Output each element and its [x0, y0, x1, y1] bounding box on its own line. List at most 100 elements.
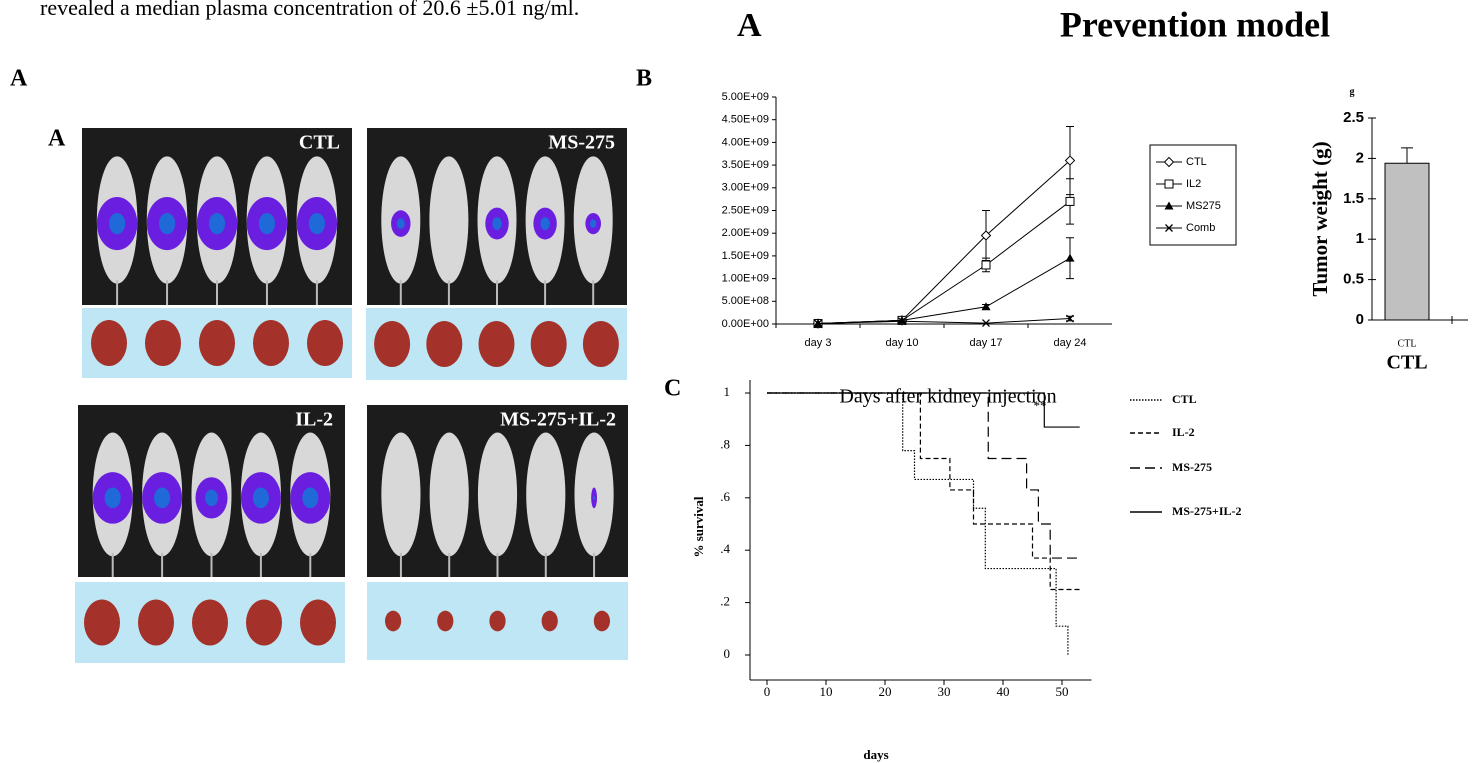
x-tick-label: day 10 — [885, 337, 918, 349]
legend-label: IL-2 — [1172, 425, 1195, 439]
y-tick-label: 4.00E+09 — [722, 136, 769, 148]
y-tick-label: .6 — [720, 489, 730, 504]
tumor — [246, 599, 282, 646]
signal-core — [396, 218, 405, 229]
series-line — [817, 257, 1071, 325]
x-tick-label: 40 — [997, 684, 1010, 699]
y-tick-label: .4 — [720, 541, 730, 556]
y-tick-label: 2.50E+09 — [722, 204, 769, 216]
y-tick-label: 2.00E+09 — [722, 227, 769, 239]
y-tick-label: 1 — [1356, 230, 1364, 247]
x-axis-label: CTL — [1386, 352, 1427, 374]
signal-core — [592, 496, 596, 500]
y-tick-label: 2 — [1356, 149, 1364, 166]
panel-letter: A — [48, 126, 66, 152]
marker — [1065, 196, 1075, 206]
tumor — [426, 321, 463, 367]
tumor — [145, 320, 181, 366]
x-axis-label: days — [863, 747, 888, 762]
survival-curve — [767, 392, 1080, 559]
series-line — [817, 201, 1071, 325]
tumor — [593, 610, 611, 632]
signal-core — [540, 217, 550, 230]
signal-core — [158, 212, 176, 235]
y-tick-label: 0 — [724, 646, 731, 661]
tumor — [478, 321, 515, 367]
legend-label: MS275 — [1186, 200, 1221, 212]
photo-label: CTL — [299, 132, 340, 154]
y-tick-label: 5.00E+08 — [722, 295, 769, 307]
marker — [981, 302, 991, 311]
x-tick-label: 20 — [879, 684, 892, 699]
x-tick-label: day 24 — [1053, 337, 1086, 349]
charts: 0.00E+00 5.00E+08 1.00E+09 1.50E+09 2.00E+09… — [691, 86, 1468, 762]
tumor — [192, 599, 228, 646]
body-text: revealed a median plasma concentration o… — [40, 0, 579, 20]
mouse — [429, 432, 469, 557]
survival-curve — [767, 392, 1080, 428]
series-line — [817, 318, 1071, 325]
y-tick-label: 1.50E+09 — [722, 250, 769, 262]
tumor — [541, 610, 558, 632]
y-axis-label: % survival — [691, 496, 706, 557]
signal-core — [252, 487, 269, 509]
signal-core — [590, 219, 597, 228]
y-tick-label: 3.00E+09 — [722, 182, 769, 194]
y-tick-label: 0.5 — [1343, 271, 1364, 288]
signal-core — [302, 487, 319, 509]
tumor — [91, 320, 127, 366]
signal-core — [258, 212, 276, 235]
bar — [1384, 162, 1430, 321]
photo-label: MS-275 — [548, 132, 615, 154]
marker — [981, 260, 991, 270]
tumor — [385, 610, 402, 632]
tumor — [374, 321, 411, 367]
tumor — [138, 599, 174, 646]
tumor — [199, 320, 235, 366]
signal-core — [208, 212, 226, 235]
y-tick-label: .8 — [720, 436, 730, 451]
survival-curve — [767, 392, 1080, 591]
tumor — [437, 610, 454, 632]
legend-label: CTL — [1186, 156, 1207, 168]
signal-core — [104, 487, 121, 509]
tumor — [307, 320, 343, 366]
x-tick-label: 50 — [1056, 684, 1069, 699]
y-axis-label: Tumor weight (g) — [1308, 141, 1332, 296]
y-tick-label: 3.50E+09 — [722, 159, 769, 171]
y-tick-label: 5.00E+09 — [722, 91, 769, 103]
panel-letter: A — [737, 7, 762, 44]
legend-marker — [1165, 224, 1173, 232]
y-tick-label: 4.50E+09 — [722, 114, 769, 126]
marker — [1066, 314, 1074, 323]
signal-core — [205, 489, 218, 507]
marker — [897, 315, 907, 324]
y-tick-label: 1.5 — [1343, 190, 1364, 207]
tumor — [300, 599, 336, 646]
panel-letter: C — [664, 376, 681, 402]
marker — [814, 319, 822, 328]
x-tick-label: CTL — [1398, 338, 1417, 349]
tumor — [582, 321, 619, 367]
marker — [898, 317, 906, 326]
mouse — [477, 432, 518, 557]
signal-core — [154, 487, 171, 509]
mouse — [526, 432, 566, 557]
tumor — [84, 599, 120, 646]
unit-label: g — [1350, 86, 1355, 97]
y-tick-label: 0.00E+00 — [722, 318, 769, 330]
panel-letter: B — [636, 66, 652, 92]
x-tick-label: 30 — [938, 684, 951, 699]
mouse — [429, 156, 469, 284]
signal-core — [492, 217, 502, 230]
heading: Prevention model — [1060, 4, 1330, 44]
legend-label: MS-275+IL-2 — [1172, 504, 1242, 518]
tumor — [530, 321, 567, 367]
photo-panels: CTL MS-275 IL-2 MS-275+IL-2 — [75, 128, 628, 663]
marker — [1065, 253, 1075, 262]
y-tick-label: 2.5 — [1343, 109, 1364, 126]
legend-label: MS-275 — [1172, 460, 1212, 474]
y-tick-label: .2 — [720, 594, 730, 609]
legend-marker — [1164, 201, 1174, 210]
